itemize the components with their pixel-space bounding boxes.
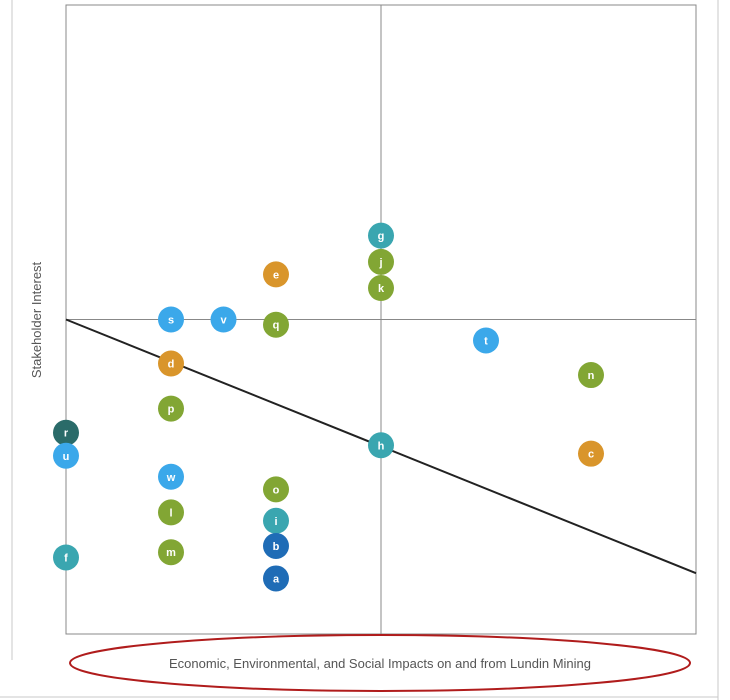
point-label: c — [588, 449, 594, 461]
point-label: i — [274, 516, 277, 528]
point-label: w — [166, 472, 176, 484]
point-label: r — [64, 428, 69, 440]
data-point-s: s — [158, 306, 184, 333]
point-marker — [263, 507, 289, 534]
point-marker — [158, 395, 184, 422]
point-label: m — [166, 547, 176, 559]
point-marker — [158, 350, 184, 377]
data-point-g: g — [368, 222, 394, 249]
point-label: n — [588, 370, 595, 382]
point-label: l — [169, 507, 172, 519]
point-marker — [263, 476, 289, 503]
point-label: o — [273, 484, 280, 496]
point-label: j — [378, 257, 382, 269]
data-point-a: a — [263, 565, 289, 592]
data-point-i: i — [263, 507, 289, 534]
data-point-k: k — [368, 275, 394, 302]
point-label: h — [378, 440, 385, 452]
point-marker — [158, 539, 184, 566]
data-point-w: w — [158, 463, 184, 490]
point-marker — [473, 327, 499, 354]
point-label: g — [378, 231, 385, 243]
data-point-c: c — [578, 440, 604, 467]
data-point-h: h — [368, 432, 394, 459]
data-point-u: u — [53, 442, 79, 469]
data-point-r: r — [53, 419, 79, 446]
data-point-b: b — [263, 532, 289, 559]
point-marker — [53, 544, 79, 571]
point-label: s — [168, 315, 174, 327]
point-marker — [263, 261, 289, 288]
data-point-e: e — [263, 261, 289, 288]
data-point-l: l — [158, 499, 184, 526]
point-label: b — [273, 541, 280, 553]
point-marker — [578, 362, 604, 389]
point-marker — [368, 222, 394, 249]
data-point-j: j — [368, 248, 394, 275]
point-label: u — [63, 451, 70, 463]
data-point-t: t — [473, 327, 499, 354]
point-marker — [263, 311, 289, 338]
data-point-m: m — [158, 539, 184, 566]
x-axis-title: Economic, Environmental, and Social Impa… — [169, 656, 591, 671]
point-label: t — [484, 335, 488, 347]
point-marker — [263, 565, 289, 592]
highlight-ellipse — [69, 634, 691, 692]
point-label: k — [378, 283, 385, 295]
data-point-d: d — [158, 350, 184, 377]
point-marker — [53, 419, 79, 446]
point-label: e — [273, 269, 279, 281]
point-label: p — [168, 404, 175, 416]
data-point-q: q — [263, 311, 289, 338]
point-marker — [158, 463, 184, 490]
point-label: f — [64, 552, 68, 564]
point-marker — [53, 442, 79, 469]
point-marker — [368, 432, 394, 459]
point-label: d — [168, 359, 175, 371]
data-point-v: v — [210, 306, 237, 333]
point-marker — [368, 248, 394, 275]
point-marker — [158, 499, 184, 526]
point-marker — [368, 275, 394, 302]
point-marker — [210, 306, 237, 333]
data-point-o: o — [263, 476, 289, 503]
data-point-p: p — [158, 395, 184, 422]
y-axis-title: Stakeholder Interest — [29, 261, 44, 378]
point-marker — [263, 532, 289, 559]
point-label: a — [273, 573, 280, 585]
data-point-n: n — [578, 362, 604, 389]
data-point-f: f — [53, 544, 79, 571]
point-marker — [578, 440, 604, 467]
point-label: q — [273, 320, 280, 332]
point-marker — [158, 306, 184, 333]
point-label: v — [220, 315, 227, 327]
